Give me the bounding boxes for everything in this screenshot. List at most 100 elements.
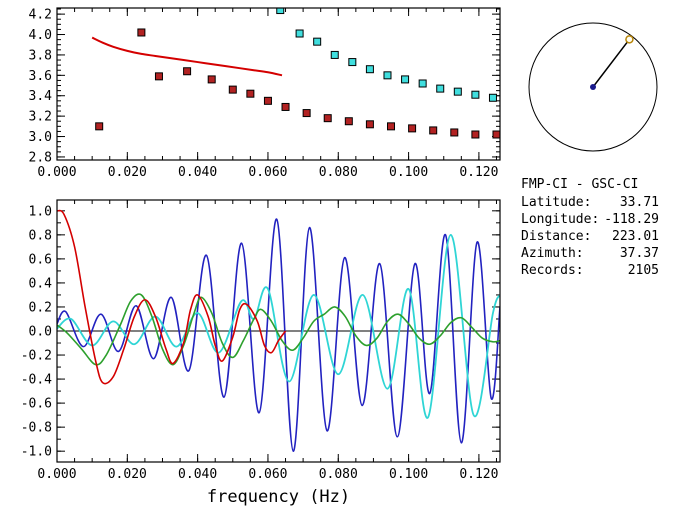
measured-group-velocity-point[interactable] <box>154 72 163 81</box>
spectrum-blue-curve <box>57 218 500 452</box>
spectrum-green-curve <box>57 293 500 366</box>
x-tick-label: 0.020 <box>108 467 147 482</box>
x-tick-label: 0.040 <box>178 467 217 482</box>
y-tick-label: 3.6 <box>29 69 52 84</box>
y-tick-label: -0.8 <box>21 421 52 436</box>
x-tick-label: 0.080 <box>319 467 358 482</box>
plot-frame <box>56 199 501 463</box>
longitude-row: Longitude: -118.29 <box>521 211 659 228</box>
measured-phase-velocity-point[interactable] <box>453 87 462 96</box>
x-tick-label: 0.120 <box>459 165 498 180</box>
origin-station-dot <box>590 84 596 90</box>
y-tick-label: -0.2 <box>21 349 52 364</box>
y-tick-label: 0.6 <box>29 252 52 267</box>
measured-group-velocity-point[interactable] <box>450 128 459 137</box>
reference-dispersion-curve <box>91 36 283 77</box>
azimuth-compass <box>528 22 658 152</box>
x-tick-label: 0.040 <box>178 165 217 180</box>
x-tick-label: 0.100 <box>389 165 428 180</box>
records-row: Records: 2105 <box>521 262 659 279</box>
plot-frame <box>56 7 501 161</box>
measured-phase-velocity-point[interactable] <box>383 71 392 80</box>
spectrum-blue <box>57 218 500 452</box>
distance-row: Distance: 223.01 <box>521 228 659 245</box>
reference-dispersion-curve-curve <box>91 36 283 77</box>
y-tick-label: -0.6 <box>21 397 52 412</box>
x-tick-label: 0.060 <box>248 165 287 180</box>
x-tick-label: 0.000 <box>37 165 76 180</box>
latitude-label: Latitude: <box>521 195 592 210</box>
measured-group-velocity-point[interactable] <box>323 114 332 123</box>
y-tick-label: 3.4 <box>29 89 53 104</box>
x-tick-label: 0.080 <box>319 165 358 180</box>
station-pair-title: FMP-CI - GSC-CI <box>521 177 639 192</box>
waveform-chart[interactable]: 0.000 0.020 0.040 0.060 0.080 0.100 0.120 1.0 0.… <box>0 184 512 519</box>
dispersion-chart[interactable]: 0.000 0.020 0.040 0.060 0.080 0.100 0.120 2.8 3.… <box>0 0 512 184</box>
measured-group-velocity-point[interactable] <box>95 122 104 131</box>
x-tick-label: 0.100 <box>389 467 428 482</box>
y-tick-label: 2.8 <box>29 150 52 165</box>
y-tick-label: 0.4 <box>29 276 53 291</box>
y-tick-label: -0.4 <box>21 373 52 388</box>
spectrum-red <box>57 209 287 385</box>
azimuth-row: Azimuth: 37.37 <box>521 245 659 262</box>
measured-phase-velocity-point[interactable] <box>436 84 445 93</box>
measured-phase-velocity-point[interactable] <box>365 65 374 74</box>
measured-group-velocity-point[interactable] <box>228 85 237 94</box>
spectrum-cyan-curve <box>57 233 500 419</box>
station-info: FMP-CI - GSC-CI Latitude: 33.71 Longitud… <box>521 176 659 279</box>
y-tick-label: 3.2 <box>29 110 52 125</box>
y-tick-label: 0.2 <box>29 300 52 315</box>
y-tick-label: 0.0 <box>29 325 52 340</box>
measured-group-velocity-point[interactable] <box>137 28 146 37</box>
x-tick-label: 0.120 <box>459 467 498 482</box>
latitude-value: 33.71 <box>619 195 659 210</box>
measured-group-velocity-point[interactable] <box>429 126 438 135</box>
measured-phase-velocity-point[interactable] <box>488 93 497 102</box>
measured-group-velocity-point[interactable] <box>344 117 353 126</box>
measured-group-velocity-point[interactable] <box>183 67 192 76</box>
measured-phase-velocity-point[interactable] <box>471 90 480 99</box>
measured-group-velocity-point[interactable] <box>387 122 396 131</box>
measured-group-velocity-point[interactable] <box>492 130 500 139</box>
measured-group-velocity-point[interactable] <box>246 89 255 98</box>
spectrum-green <box>57 293 500 366</box>
y-tick-label: 3.0 <box>29 130 52 145</box>
measured-phase-velocity-point[interactable] <box>418 79 427 88</box>
measured-group-velocity-point[interactable] <box>302 109 311 118</box>
measured-group-velocity-point[interactable] <box>365 120 374 129</box>
measured-group-velocity-point[interactable] <box>263 96 272 105</box>
azimuth-label: Azimuth: <box>521 246 584 261</box>
latitude-row: Latitude: 33.71 <box>521 194 659 211</box>
y-tick-label: 0.8 <box>29 228 52 243</box>
longitude-label: Longitude: <box>521 212 600 227</box>
measured-group-velocity <box>95 28 500 139</box>
measured-phase-velocity-point[interactable] <box>330 50 339 59</box>
records-value: 2105 <box>627 263 659 278</box>
measured-group-velocity-point[interactable] <box>408 124 417 133</box>
measured-phase-velocity-point[interactable] <box>295 29 304 38</box>
y-tick-label: 4.2 <box>29 8 52 23</box>
measured-group-velocity-point[interactable] <box>207 75 216 84</box>
azimuth-value: 37.37 <box>619 246 659 261</box>
measured-phase-velocity <box>276 7 497 102</box>
y-tick-label: -1.0 <box>21 445 52 460</box>
measured-group-velocity-point[interactable] <box>471 130 480 139</box>
measured-phase-velocity-point[interactable] <box>276 7 285 15</box>
x-tick-label: 0.060 <box>248 467 287 482</box>
measured-phase-velocity-point[interactable] <box>313 37 322 46</box>
x-tick-label: 0.000 <box>37 467 76 482</box>
azimuth-line <box>592 38 631 88</box>
records-label: Records: <box>521 263 584 278</box>
x-tick-label: 0.020 <box>108 165 147 180</box>
measured-group-velocity-point[interactable] <box>281 102 290 111</box>
y-tick-label: 4.0 <box>29 28 52 43</box>
target-station-marker <box>625 35 634 44</box>
spectrum-red-curve <box>57 209 287 385</box>
distance-value: 223.01 <box>612 229 659 244</box>
measured-phase-velocity-point[interactable] <box>401 75 410 84</box>
compass-ring <box>528 22 658 152</box>
spectrum-cyan <box>57 233 500 419</box>
measured-phase-velocity-point[interactable] <box>348 58 357 67</box>
